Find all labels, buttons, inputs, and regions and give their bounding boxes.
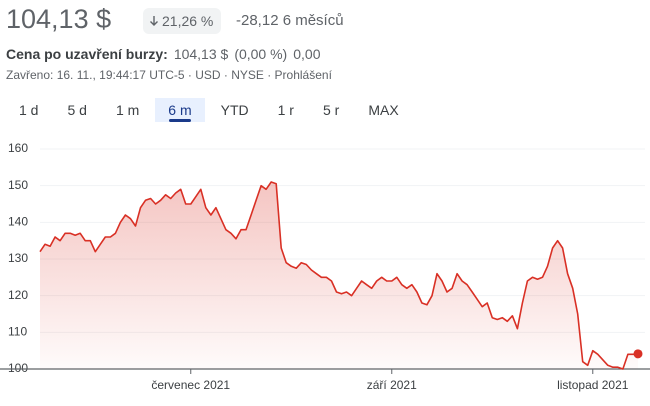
- range-tab[interactable]: YTD: [220, 102, 249, 118]
- y-tick-label: 110: [8, 325, 27, 339]
- x-tick-label: listopad 2021: [557, 378, 629, 392]
- percent-change: 21,26 %: [162, 13, 214, 29]
- price: 104,13 $: [6, 4, 112, 34]
- area-fill: [40, 182, 638, 369]
- y-tick-label: 150: [8, 178, 28, 192]
- last-point: [633, 349, 643, 359]
- after-hours-price: 104,13 $: [173, 46, 229, 62]
- range-tab[interactable]: 5 d: [67, 102, 87, 118]
- range-tab[interactable]: 5 r: [322, 102, 340, 118]
- y-tick-label: 160: [8, 141, 28, 155]
- down-arrow: [150, 16, 158, 26]
- after-hours-change: 0,00: [293, 46, 321, 62]
- after-hours: Cena po uzavření burzy: 104,13 $ (0,00 %) 0…: [6, 46, 326, 62]
- range-tab[interactable]: 1 m: [115, 102, 140, 118]
- y-tick-label: 100: [8, 361, 28, 375]
- price-line: [39, 181, 639, 370]
- x-tick-label: září 2021: [367, 378, 417, 392]
- percent-badge: 21,26 %: [143, 8, 222, 34]
- y-tick-label: 130: [8, 251, 28, 265]
- after-hours-label: Cena po uzavření burzy:: [6, 46, 168, 62]
- range-tab[interactable]: MAX: [368, 102, 399, 118]
- range-tabs: 1 d 5 d 1 m 6 m YTD 1 r 5 r MAX: [6, 98, 415, 122]
- y-tick-label: 120: [8, 288, 28, 302]
- closed-info: Zavřeno: 16. 11., 19:44:17 UTC-5 · USD ·…: [6, 68, 332, 82]
- range-tab[interactable]: 1 d: [19, 102, 39, 118]
- after-hours-percent: (0,00 %): [234, 46, 288, 62]
- y-tick-label: 140: [8, 215, 28, 229]
- abs-change: -28,12 6 měsíců: [236, 12, 344, 29]
- chart: 100 110 120 130 140 150 160 červenec 2021 září 2…: [0, 141, 650, 392]
- range-tab[interactable]: 1 r: [277, 102, 294, 118]
- x-tick-label: červenec 2021: [151, 378, 230, 392]
- range-tab[interactable]: 6 m: [155, 98, 205, 122]
